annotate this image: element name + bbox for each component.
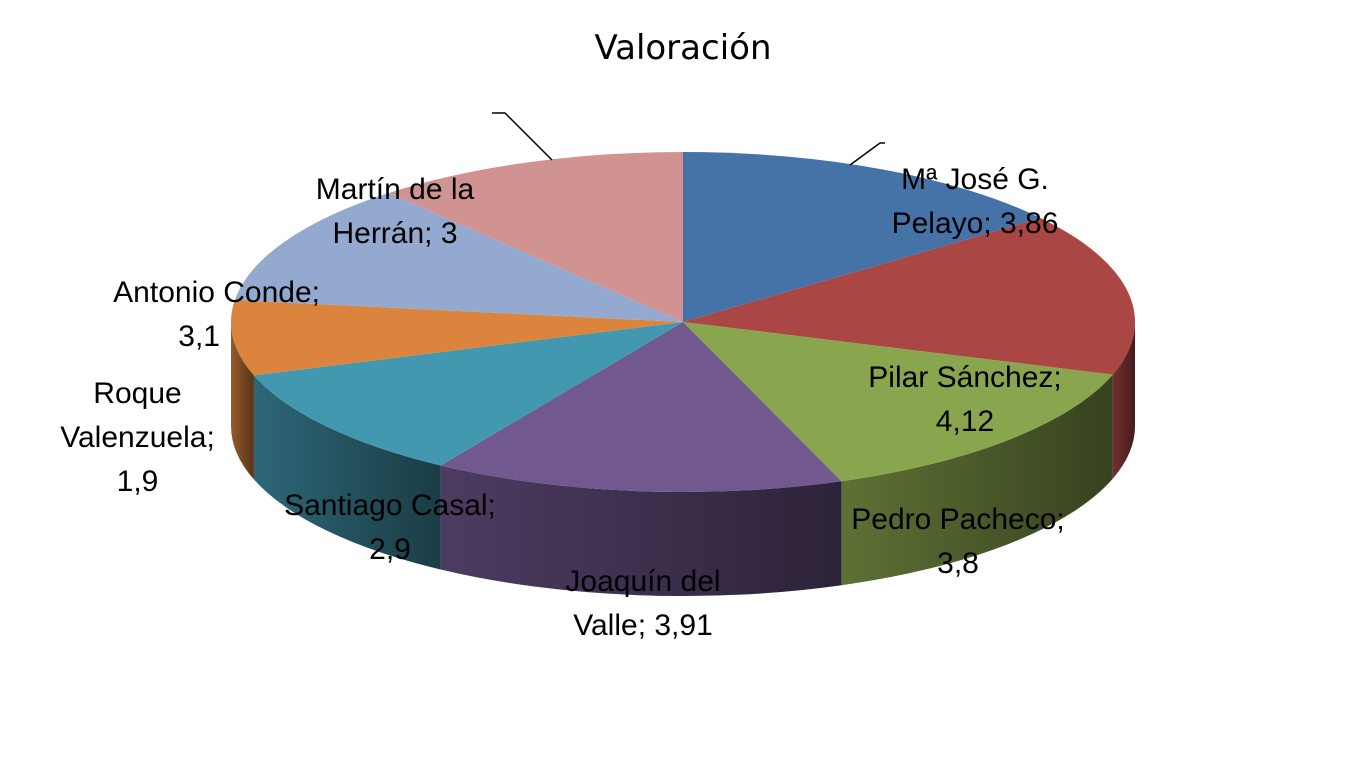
data-label-herran: Martín de la Herrán; 3 bbox=[315, 173, 475, 250]
pie-slice-3 bbox=[683, 322, 1113, 482]
pie-slice-6 bbox=[231, 300, 683, 376]
pie-side-shade-5 bbox=[253, 375, 441, 570]
pie-slice-1 bbox=[683, 152, 1041, 322]
pie-side-shade-2 bbox=[1112, 322, 1135, 479]
pie-side-shade-4 bbox=[440, 465, 842, 596]
pie-slice-4 bbox=[440, 322, 842, 493]
data-label-pacheco: Pedro Pacheco; 3,8 bbox=[851, 503, 1065, 580]
pie-slice-7 bbox=[234, 192, 683, 322]
pie-top-faces bbox=[231, 152, 1136, 493]
pie-side-shade-3 bbox=[841, 374, 1113, 586]
pie-side-walls bbox=[231, 322, 1135, 596]
chart-title: Valoración bbox=[594, 28, 772, 68]
data-label-valle: Joaquín del Valle; 3,91 bbox=[565, 565, 721, 642]
pie-slice-8 bbox=[388, 152, 683, 322]
data-label-conde: Antonio Conde; 3,1 bbox=[113, 276, 320, 353]
data-label-casal: Santiago Casal; 2,9 bbox=[284, 489, 496, 566]
leader-lines bbox=[492, 112, 885, 166]
leader-line-herran bbox=[492, 112, 553, 161]
data-label-sanchez: Pilar Sánchez; 4,12 bbox=[868, 361, 1062, 438]
pie-side-shade-6 bbox=[231, 322, 254, 480]
pie-slice-5 bbox=[253, 322, 683, 466]
data-label-valenzuela: Roque Valenzuela; 1,9 bbox=[60, 377, 215, 498]
data-label-pelayo: Mª José G. Pelayo; 3,86 bbox=[891, 163, 1059, 240]
leader-line-pelayo bbox=[849, 142, 885, 166]
pie-slice-2 bbox=[683, 217, 1136, 375]
